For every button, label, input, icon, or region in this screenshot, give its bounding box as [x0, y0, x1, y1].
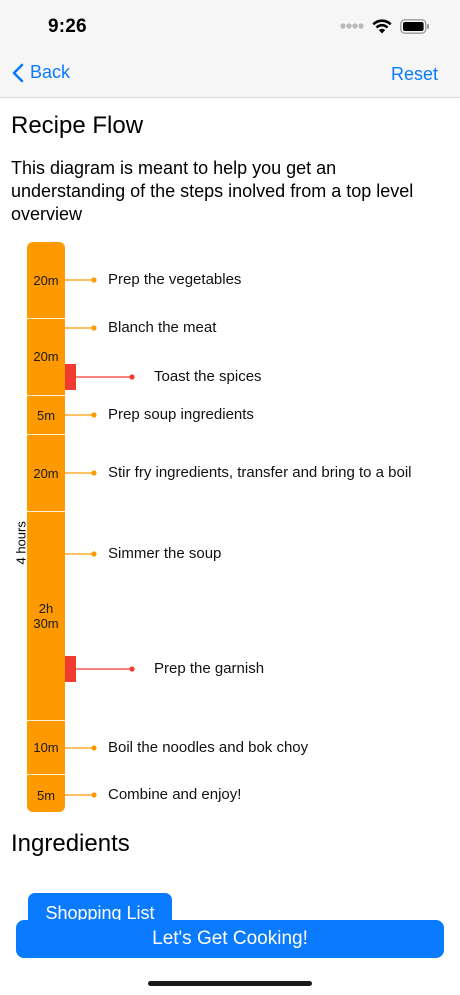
step-connectors	[65, 277, 135, 798]
timeline-divider	[27, 395, 65, 396]
timeline-bar	[27, 242, 65, 812]
parallel-step-marker	[65, 364, 76, 390]
ingredients-heading: Ingredients	[11, 830, 130, 857]
recipe-flow-diagram: 20m 20m 5m 20m 2h 30m 10m 5m 4 hours Pre…	[0, 238, 460, 818]
step-label: Prep the garnish	[154, 660, 265, 677]
step-label: Prep the vegetables	[108, 271, 242, 288]
signal-icon	[340, 23, 364, 29]
parallel-step-connector	[76, 374, 135, 672]
timeline-divider	[27, 511, 65, 512]
step-connector	[65, 277, 97, 798]
step-label: Toast the spices	[154, 368, 262, 385]
home-indicator	[148, 981, 312, 986]
timeline-divider	[27, 774, 65, 775]
step-label: Blanch the meat	[108, 319, 217, 336]
timeline-divider	[27, 720, 65, 721]
timeline-divider	[27, 318, 65, 319]
page-title: Recipe Flow	[11, 112, 144, 139]
status-time: 9:26	[48, 16, 87, 37]
chevron-left-icon	[12, 63, 24, 82]
start-cooking-button[interactable]: Let's Get Cooking!	[16, 920, 444, 958]
duration-label: 5m	[36, 788, 56, 803]
status-bar: 9:26	[0, 0, 460, 52]
battery-icon	[400, 18, 429, 34]
duration-label: 10m	[33, 740, 59, 755]
parallel-step-marker	[65, 656, 76, 682]
duration-label: 20m	[33, 466, 59, 481]
reset-button[interactable]: Reset	[390, 64, 438, 84]
step-label: Combine and enjoy!	[108, 786, 242, 803]
wifi-icon	[372, 18, 392, 33]
back-button[interactable]: Back	[12, 62, 70, 83]
duration-label: 20m	[33, 273, 59, 288]
duration-label: 20m	[33, 349, 59, 364]
back-label: Back	[30, 62, 71, 82]
duration-label: 5m	[36, 408, 56, 423]
timeline-divider	[27, 434, 65, 435]
step-label: Stir fry ingredients, transfer and bring…	[108, 464, 412, 481]
step-label: Prep soup ingredients	[108, 406, 254, 423]
status-icons	[340, 17, 430, 35]
duration-label: 2h 30m	[33, 601, 59, 631]
step-label: Simmer the soup	[108, 545, 222, 562]
navigation-bar: Back Reset	[0, 52, 460, 98]
intro-text: This diagram is meant to help you get an…	[11, 158, 414, 224]
step-label: Boil the noodles and bok choy	[108, 739, 309, 756]
